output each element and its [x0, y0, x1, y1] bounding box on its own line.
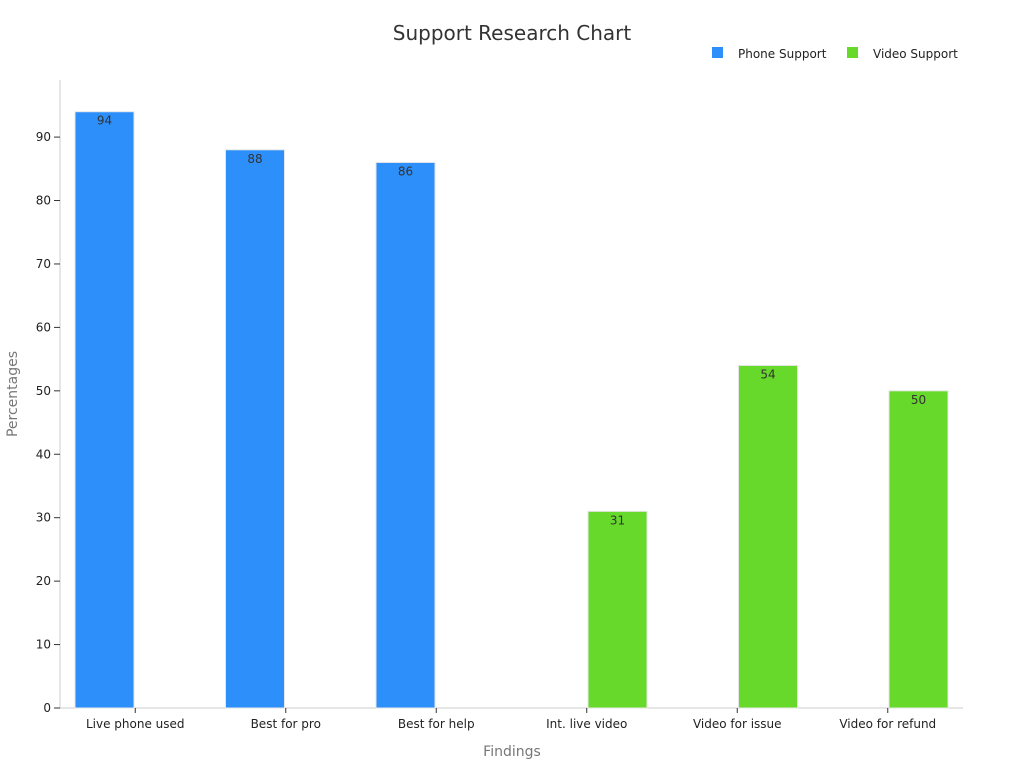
bar	[738, 364, 798, 709]
y-tick-label: 40	[36, 447, 51, 461]
x-tick-label: Best for pro	[251, 717, 321, 731]
bar	[225, 149, 285, 709]
bar-value-label: 88	[247, 152, 262, 166]
legend-swatch	[712, 47, 723, 58]
chart-title: Support Research Chart	[393, 21, 632, 45]
plot-area: 0 10 20 30 40 50 60 70 80 90 Live phone used Best f…	[36, 80, 963, 731]
bar-value-label: 54	[760, 367, 775, 381]
bar	[888, 390, 949, 709]
y-tick-label: 20	[36, 574, 51, 588]
x-tick-label: Int. live video	[546, 717, 627, 731]
y-tick-label: 70	[36, 257, 51, 271]
y-tick-label: 60	[36, 320, 51, 334]
legend-swatch	[847, 47, 858, 58]
bar-value-label: 86	[398, 164, 413, 178]
x-tick-label: Video for issue	[693, 717, 782, 731]
bar-value-label: 50	[911, 393, 926, 407]
y-tick-label: 50	[36, 384, 51, 398]
bar	[587, 510, 648, 709]
bar-value-label: 94	[97, 114, 112, 128]
y-axis-title: Percentages	[5, 351, 21, 437]
y-tick-label: 90	[36, 130, 51, 144]
x-tick-label: Live phone used	[86, 717, 185, 731]
bar-value-label: 31	[610, 513, 625, 527]
y-tick-label: 10	[36, 638, 51, 652]
y-tick-label: 30	[36, 511, 51, 525]
y-tick-label: 80	[36, 194, 51, 208]
x-tick-label: Best for help	[398, 717, 475, 731]
x-tick-label: Video for refund	[839, 717, 936, 731]
y-tick-label: 0	[43, 701, 51, 715]
legend-label: Video Support	[873, 47, 958, 61]
x-axis-title: Findings	[483, 744, 541, 760]
legend-label: Phone Support	[738, 47, 827, 61]
bar	[74, 111, 135, 709]
legend: Phone Support Video Support	[712, 47, 958, 61]
bar	[375, 161, 436, 709]
